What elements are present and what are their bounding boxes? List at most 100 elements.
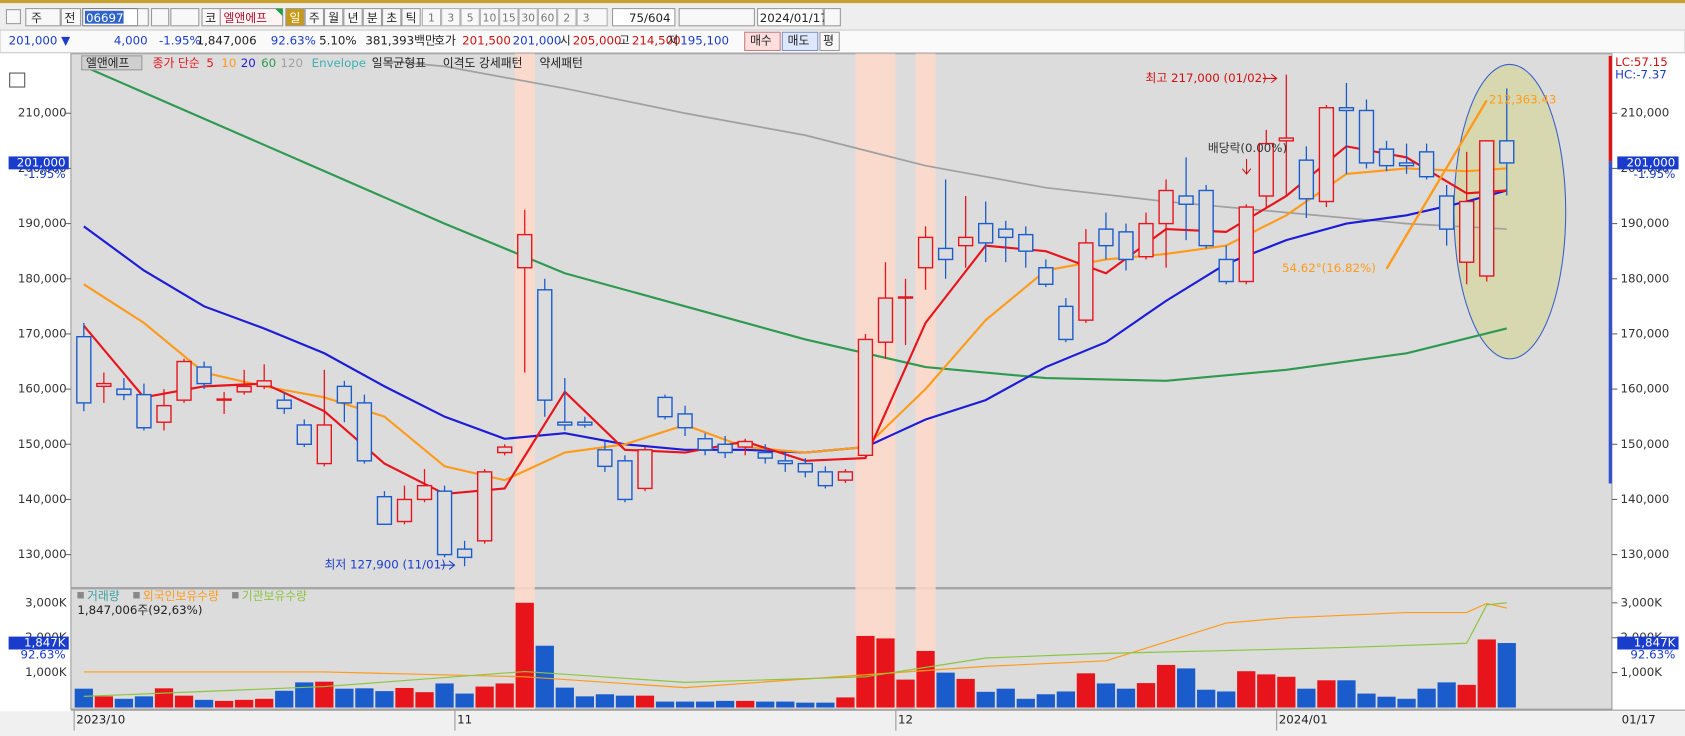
period-button[interactable]	[362, 8, 383, 27]
volume-bar	[114, 698, 134, 708]
quote-open-label: 시	[560, 33, 571, 47]
y-tick-label-left: 180,000	[18, 271, 67, 285]
candle-body	[1058, 305, 1074, 341]
volume-bar	[1277, 676, 1296, 708]
volume-bar	[1076, 673, 1096, 708]
volume-bar	[515, 602, 534, 708]
pattern-band	[514, 53, 535, 710]
candle-body	[416, 484, 433, 501]
volume-bar	[194, 699, 214, 708]
y-tick-label-left: 140,000	[18, 492, 67, 506]
interval-button[interactable]	[499, 8, 519, 27]
y-tick-label-right: 130,000	[1621, 547, 1670, 561]
interval-button[interactable]	[576, 8, 608, 27]
quote-high-label: 고	[619, 33, 630, 47]
volume-bar	[1357, 693, 1376, 708]
candle-body	[1118, 231, 1134, 261]
volume-bar	[315, 681, 334, 708]
volume-bar	[1257, 674, 1276, 708]
candle-body	[1398, 162, 1415, 167]
quote-low: 195,100	[680, 33, 729, 47]
buy-button[interactable]	[744, 31, 781, 52]
period-button[interactable]	[401, 8, 421, 27]
search-button[interactable]	[150, 8, 170, 27]
y-tick-label-right: 190,000	[1621, 216, 1670, 230]
mode-button[interactable]	[60, 8, 82, 27]
legend-entry: 20	[241, 56, 256, 70]
period-text: 분	[367, 11, 378, 25]
market-text: 코	[205, 11, 216, 25]
sound-button[interactable]	[170, 8, 200, 27]
period-select[interactable]	[25, 8, 61, 27]
period-button[interactable]	[323, 8, 344, 27]
interval-button[interactable]	[421, 8, 442, 27]
candle-body	[697, 438, 713, 451]
candle-body	[537, 289, 553, 401]
quote-high: 214,500	[632, 33, 681, 47]
count-box[interactable]	[611, 8, 676, 27]
interval-button[interactable]	[460, 8, 480, 27]
interval-button[interactable]	[537, 8, 558, 27]
interval-button[interactable]	[518, 8, 538, 27]
volume-bar	[996, 688, 1015, 708]
volume-bar	[776, 701, 795, 708]
calendar-button[interactable]	[823, 8, 841, 27]
table-icon[interactable]	[9, 72, 26, 88]
volume-bar	[1056, 691, 1075, 708]
name-box[interactable]	[219, 8, 284, 27]
code-text: 066970	[86, 11, 131, 25]
period-button[interactable]	[382, 8, 402, 27]
candle-body	[917, 236, 934, 269]
avg-button[interactable]	[819, 31, 840, 52]
volume-bar	[395, 687, 414, 708]
interval-button[interactable]	[479, 8, 500, 27]
volume-bar	[1317, 680, 1336, 708]
volume-bar	[1457, 684, 1476, 708]
candle-body	[1378, 148, 1395, 167]
menu-icon[interactable]	[5, 9, 21, 25]
candle-body	[957, 236, 974, 247]
price-marker-change: -1.95%	[24, 167, 66, 181]
volume-bar	[94, 696, 113, 708]
volume-bar	[1217, 691, 1236, 708]
quote-price: 201,000 ▼	[9, 33, 72, 47]
period-button[interactable]	[304, 8, 324, 27]
quote-low-label: 저	[667, 33, 678, 47]
y-tick-label-right: 170,000	[1621, 326, 1670, 340]
period-button[interactable]	[343, 8, 363, 27]
candle-body	[837, 471, 854, 481]
volume-bar	[836, 697, 855, 708]
volume-bar	[1337, 680, 1356, 708]
volume-bar	[535, 645, 554, 708]
code-dropdown[interactable]	[137, 8, 149, 27]
volume-bar	[435, 683, 454, 708]
interval-button[interactable]	[557, 8, 577, 27]
candle-body	[436, 490, 453, 556]
period-button[interactable]	[285, 8, 305, 27]
quote-ask: 201,500	[462, 33, 511, 47]
count-text: 75/604	[629, 11, 671, 25]
volume-bar	[475, 686, 494, 708]
tool-icons[interactable]	[678, 8, 755, 27]
candle-body	[717, 443, 733, 454]
period-text: 년	[348, 11, 359, 25]
legend-entry: 5	[206, 56, 214, 70]
interval-text: 2	[563, 11, 570, 24]
date-box[interactable]	[757, 8, 824, 27]
y-tick-label-right: 160,000	[1621, 382, 1670, 396]
y-tick-label-left: 210,000	[18, 106, 67, 120]
trend-line	[1385, 99, 1488, 270]
volume-bar	[134, 696, 154, 708]
candle-body	[1178, 195, 1194, 205]
candle-body	[1338, 107, 1355, 112]
annotation: 최고 217,000 (01/02)	[1146, 71, 1267, 85]
candle-body	[476, 471, 493, 542]
sell-button[interactable]	[781, 31, 819, 52]
volume-bar	[1297, 688, 1316, 708]
candle-body	[1258, 142, 1274, 197]
x-tick-label: 2024/01	[1279, 712, 1328, 726]
volume-bar	[936, 672, 955, 708]
candle-body	[376, 495, 393, 525]
interval-button[interactable]	[441, 8, 461, 27]
